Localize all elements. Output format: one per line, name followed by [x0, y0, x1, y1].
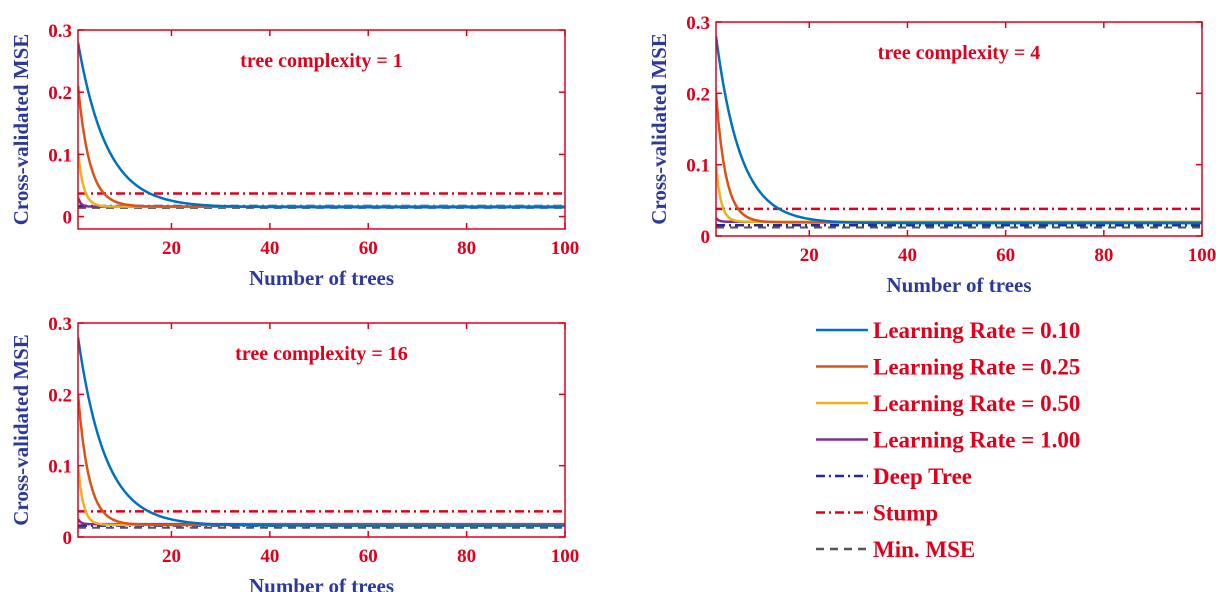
x-tick-label: 100 — [551, 546, 580, 567]
legend-entry-label: Min. MSE — [873, 537, 975, 562]
y-tick-label: 0.3 — [48, 314, 72, 335]
panel-title: tree complexity = 16 — [235, 343, 408, 365]
x-tick-label: 20 — [162, 546, 181, 567]
y-tick-label: 0.3 — [48, 21, 72, 42]
y-axis-label: Cross-validated MSE — [9, 34, 33, 226]
x-tick-label: 60 — [359, 546, 378, 567]
series-line-lr-0.10 — [78, 42, 565, 209]
series-line-lr-0.50 — [78, 151, 565, 208]
series-line-lr-0.25 — [716, 93, 1202, 224]
panel-3: 20 40 60 80 100 0 0.1 0.2 0.3 tree complexity = 1… — [9, 314, 579, 592]
axes-frame — [77, 29, 566, 230]
panel-1: 20 40 60 80 100 0 0.1 0.2 0.3 tree complexity = 1… — [9, 21, 579, 290]
y-axis-label: Cross-validated MSE — [647, 33, 671, 225]
series-line-lr-0.25 — [78, 394, 565, 527]
y-tick-label: 0.3 — [686, 13, 710, 34]
y-tick-label: 0.1 — [686, 156, 710, 177]
series-line-lr-0.10 — [78, 337, 565, 527]
axes-frame — [715, 21, 1203, 237]
y-tick-label: 0 — [63, 528, 73, 549]
plot-area — [78, 337, 565, 529]
y-tick-label: 0.2 — [48, 83, 72, 104]
legend-entry-label: Learning Rate = 0.10 — [873, 318, 1080, 343]
x-tick-label: 80 — [457, 238, 476, 259]
legend: Learning Rate = 0.10 Learning Rate = 0.25… — [816, 318, 1080, 562]
panel-title: tree complexity = 1 — [240, 50, 403, 72]
x-axis-label: Number of trees — [249, 574, 394, 592]
y-tick-label: 0.2 — [48, 385, 72, 406]
x-tick-label: 40 — [260, 238, 279, 259]
x-tick-label: 80 — [457, 546, 476, 567]
series-line-lr-1.00 — [78, 518, 565, 526]
series-line-lr-0.25 — [78, 85, 565, 208]
x-tick-label: 100 — [551, 238, 580, 259]
y-tick-label: 0 — [701, 227, 711, 248]
x-axis-label: Number of trees — [886, 273, 1031, 297]
x-tick-label: 80 — [1094, 245, 1113, 266]
legend-entry-label: Stump — [873, 501, 938, 526]
x-tick-label: 20 — [162, 238, 181, 259]
panel-title: tree complexity = 4 — [878, 42, 1041, 64]
y-axis-label: Cross-validated MSE — [9, 334, 33, 526]
y-tick-label: 0 — [63, 208, 73, 229]
legend-entry-label: Learning Rate = 0.50 — [873, 391, 1080, 416]
x-axis-label: Number of trees — [249, 266, 394, 290]
y-tick-label: 0.1 — [48, 457, 72, 478]
legend-entry-label: Learning Rate = 1.00 — [873, 428, 1080, 453]
x-tick-label: 100 — [1188, 245, 1216, 266]
plot-area — [716, 36, 1202, 229]
series-line-lr-0.50 — [78, 465, 565, 527]
axes-frame — [77, 322, 566, 538]
x-tick-label: 60 — [996, 245, 1015, 266]
x-tick-label: 40 — [260, 546, 279, 567]
legend-entry-label: Learning Rate = 0.25 — [873, 355, 1080, 380]
legend-entry-label: Deep Tree — [873, 464, 972, 489]
x-tick-label: 60 — [359, 238, 378, 259]
plot-area — [78, 42, 565, 209]
y-tick-label: 0.1 — [48, 145, 72, 166]
x-tick-label: 40 — [898, 245, 917, 266]
x-tick-label: 20 — [800, 245, 819, 266]
panel-2: 20 40 60 80 100 0 0.1 0.2 0.3 tree complexity = 4… — [647, 13, 1216, 297]
series-line-lr-0.10 — [716, 36, 1202, 225]
y-tick-label: 0.2 — [686, 84, 710, 105]
